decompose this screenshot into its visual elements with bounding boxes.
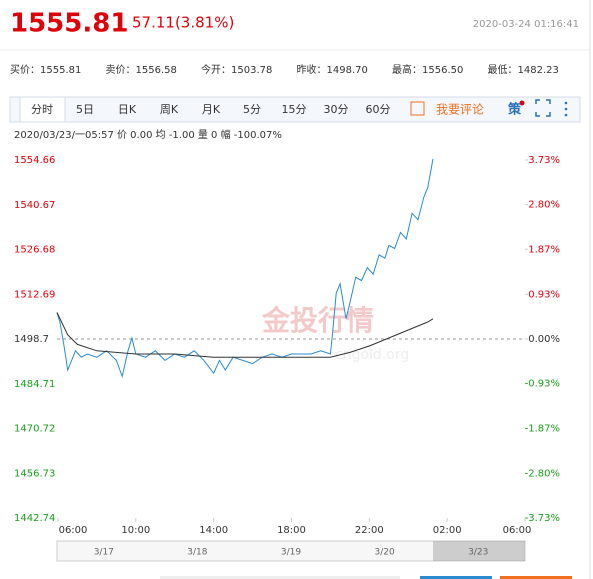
button: [500, 576, 572, 579]
x-tick-label: 22:00: [355, 525, 384, 536]
strategy-button[interactable]: 策: [508, 102, 522, 118]
change: 57.11(3.81%): [132, 14, 234, 32]
x-tick-label: 06:00: [503, 525, 532, 536]
active-tab: [19, 96, 66, 123]
y-tick-label: 1498.7: [14, 334, 49, 345]
tab[interactable]: 30分: [324, 103, 349, 116]
y-tick-label: 1484.71: [14, 379, 55, 390]
info: 2020/03/23/一05:57 价 0.00 均 -1.00 量 0 幅 -…: [14, 128, 282, 141]
watermark: 金投行情: [261, 304, 374, 337]
tab[interactable]: 分时: [31, 103, 53, 116]
y2-tick-label: 3.73%: [528, 155, 560, 166]
menu-icon: [564, 101, 568, 117]
navigator-label: 3/19: [281, 548, 301, 558]
quote: 今开：1503.78: [201, 63, 272, 76]
navigator-label: 3/20: [374, 548, 394, 558]
quote: 昨收：1498.70: [297, 63, 368, 76]
tab[interactable]: 60分: [366, 103, 391, 116]
tab-bar: [9, 96, 581, 123]
navigator: [56, 540, 526, 562]
y2-tick-label: 0.93%: [528, 289, 560, 300]
y2-tick-label: -2.80%: [525, 468, 560, 479]
watermark: cngold.org: [335, 347, 409, 363]
x-tick-label: 02:00: [433, 525, 462, 536]
y-tick-label: 1540.67: [14, 200, 55, 211]
y-tick-label: 1526.68: [14, 245, 55, 256]
tab[interactable]: 日K: [118, 103, 137, 116]
quote: 买价：1555.81: [10, 64, 81, 76]
x-tick-label: 10:00: [121, 525, 150, 536]
y-tick-label: 1442.74: [14, 513, 55, 524]
quote: 最低：1482.23: [488, 63, 559, 76]
y-tick-label: 1456.73: [14, 468, 55, 479]
y-tick-label: 1512.69: [14, 289, 55, 300]
quote: 最高：1556.50: [392, 63, 463, 76]
fullscreen-icon: [535, 99, 551, 117]
y-tick-label: 1470.72: [14, 424, 55, 435]
comment-button[interactable]: 我要评论: [436, 103, 484, 117]
y2-tick-label: 2.80%: [528, 200, 560, 211]
series-line: [56, 158, 434, 379]
button: [160, 576, 400, 579]
button: [420, 576, 492, 579]
tab[interactable]: 5分: [243, 103, 261, 116]
navigator-label: 3/23: [468, 548, 488, 558]
navigator-label: 3/17: [94, 548, 114, 558]
tab[interactable]: 15分: [282, 103, 307, 116]
comment-icon: [410, 101, 425, 116]
navigator-label: 3/18: [187, 548, 207, 558]
y2-tick-label: -3.73%: [525, 513, 560, 524]
tab[interactable]: 月K: [202, 103, 221, 116]
x-tick-label: 18:00: [277, 525, 306, 536]
price: 1555.81: [10, 9, 128, 39]
y2-tick-label: -1.87%: [525, 424, 560, 435]
y2-tick-label: 0.00%: [528, 334, 560, 345]
y2-tick-label: -0.93%: [525, 379, 560, 390]
x-tick-label: 14:00: [199, 525, 228, 536]
series-line: [56, 312, 434, 358]
quote: 卖价：1556.58: [106, 64, 177, 76]
x-tick-label: 06:00: [59, 525, 88, 536]
badge: [519, 100, 525, 106]
time: 2020-03-24 01:16:41: [473, 19, 579, 30]
navigator-window: [433, 541, 525, 561]
y2-tick-label: 1.87%: [528, 244, 560, 255]
tab[interactable]: 5日: [76, 103, 94, 116]
y-tick-label: 1554.66: [14, 155, 55, 166]
tab[interactable]: 周K: [160, 103, 179, 116]
